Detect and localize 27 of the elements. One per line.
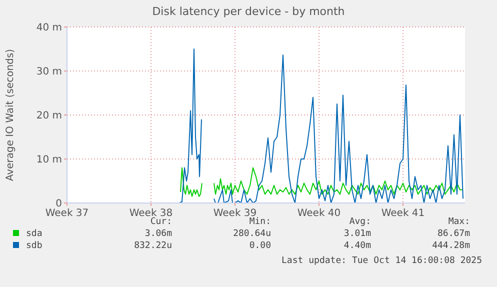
- y-tick-label: 40 m: [36, 22, 62, 34]
- y-tick-label: 0: [56, 198, 62, 210]
- text: 3.06m: [144, 229, 172, 239]
- text: 4.40m: [344, 241, 371, 251]
- text: 0.00: [249, 241, 271, 251]
- text: 3.01m: [344, 229, 371, 239]
- chart-title: Disk latency per device - by month: [152, 5, 345, 18]
- x-tick-label: Week 41: [381, 208, 425, 219]
- text: Max:: [448, 217, 470, 227]
- text: 86.67m: [437, 229, 470, 239]
- text: Min:: [249, 217, 271, 227]
- text: Cur:: [150, 217, 172, 227]
- y-tick-label: 20 m: [36, 110, 62, 122]
- text: 280.64u: [233, 229, 271, 239]
- legend-label: sda: [26, 229, 42, 239]
- text: 832.22u: [134, 241, 172, 251]
- x-tick-label: Week 39: [213, 208, 257, 219]
- x-tick-label: Week 37: [45, 208, 89, 219]
- y-tick-label: 10 m: [36, 154, 62, 166]
- x-tick-label: Week 40: [297, 208, 341, 219]
- legend-label: sdb: [26, 241, 42, 251]
- text: Avg:: [349, 217, 371, 227]
- x-tick-label: Week 38: [129, 208, 173, 219]
- y-axis-title: Average IO Wait (seconds): [5, 48, 16, 182]
- text: 444.28m: [432, 241, 470, 251]
- text: Last update: Tue Oct 14 16:00:08 2025: [282, 256, 482, 266]
- y-tick-label: 30 m: [36, 66, 62, 78]
